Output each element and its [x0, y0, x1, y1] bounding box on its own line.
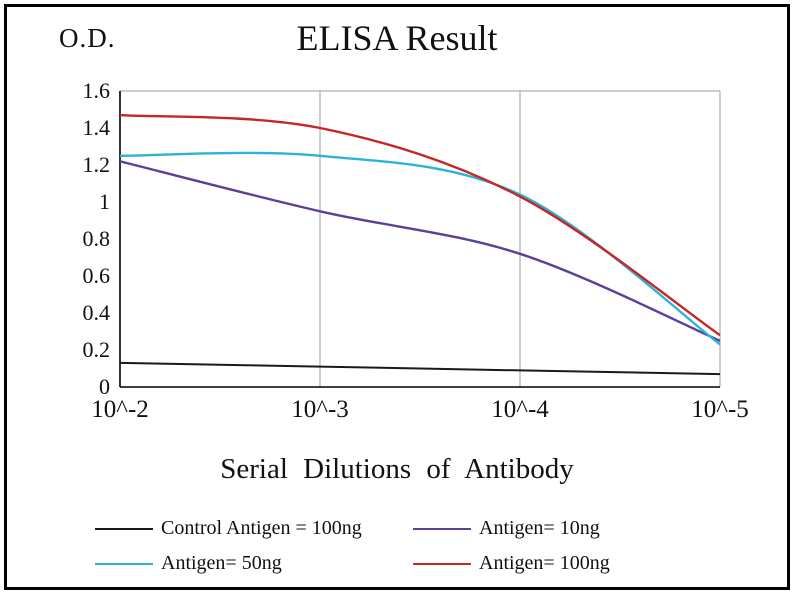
- y-axis-title: O.D.: [59, 23, 116, 53]
- y-tick-label: 1.6: [82, 78, 111, 103]
- y-tick-label: 0.2: [82, 337, 111, 362]
- plot-area: [119, 90, 721, 388]
- legend-label: Antigen= 10ng: [479, 517, 600, 539]
- y-tick-label: 1.2: [82, 152, 111, 177]
- y-tick-label: 0.8: [82, 226, 111, 251]
- legend-item: Antigen= 50ng: [95, 552, 413, 575]
- y-tick-label: 0.4: [82, 300, 111, 325]
- legend-line-swatch: [413, 527, 471, 530]
- legend-label: Antigen= 50ng: [161, 552, 282, 574]
- x-tick-label: 10^-5: [691, 396, 749, 423]
- x-tick-label: 10^-2: [91, 396, 149, 423]
- y-tick-label: 0.6: [82, 263, 111, 288]
- series-line-1: [119, 160, 721, 342]
- series-line-3: [119, 113, 721, 337]
- y-tick-label: 1.4: [82, 115, 111, 140]
- chart-frame: O.D. ELISA Result 0 0.2 0.4 0.6 0.8 1 1.2 1.4 1.…: [4, 4, 790, 590]
- legend-line-swatch: [95, 527, 153, 530]
- chart-title: ELISA Result: [296, 18, 498, 58]
- y-tick-label: 0: [99, 374, 110, 399]
- y-tick-label: 1: [99, 189, 110, 214]
- legend-line-swatch: [95, 562, 153, 565]
- series-line-2: [119, 151, 721, 346]
- legend-item: Antigen= 10ng: [413, 517, 725, 540]
- legend-item: Control Antigen = 100ng: [95, 517, 413, 540]
- plot-svg: [119, 90, 721, 388]
- legend: Control Antigen = 100ng Antigen= 10ng Anti…: [95, 517, 735, 575]
- legend-label: Antigen= 100ng: [479, 552, 610, 574]
- x-axis-title: Serial Dilutions of Antibody: [220, 453, 574, 485]
- x-tick-label: 10^-3: [291, 396, 349, 423]
- series-line-0: [119, 361, 721, 376]
- legend-line-swatch: [413, 562, 471, 565]
- x-tick-label: 10^-4: [491, 396, 549, 423]
- legend-item: Antigen= 100ng: [413, 552, 725, 575]
- legend-label: Control Antigen = 100ng: [161, 517, 362, 539]
